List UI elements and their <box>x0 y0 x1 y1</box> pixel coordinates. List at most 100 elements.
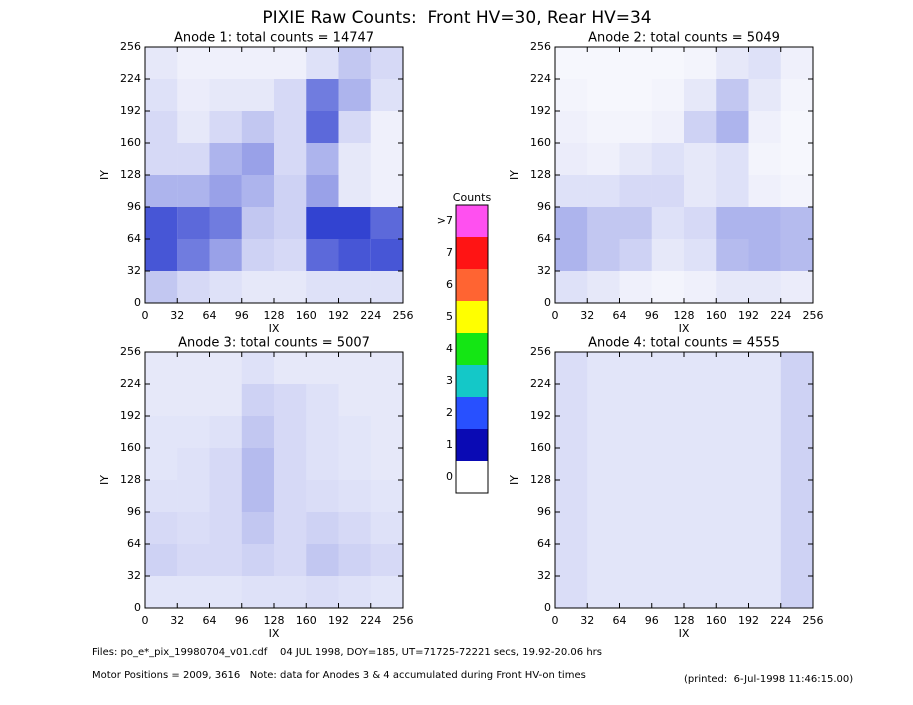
density-cell <box>177 79 210 111</box>
density-cell <box>274 576 307 608</box>
density-cell <box>370 480 403 512</box>
y-tick-label: 256 <box>120 345 141 358</box>
density-cell <box>555 448 588 480</box>
x-tick-label: 32 <box>580 614 594 627</box>
density-cell <box>651 239 684 271</box>
density-cell <box>241 448 274 480</box>
y-tick-label: 64 <box>537 232 551 245</box>
x-axis-label: IX <box>679 322 690 335</box>
y-tick-label: 32 <box>537 264 551 277</box>
colorbar-label: 7 <box>446 246 453 259</box>
density-cell <box>338 47 371 79</box>
density-cell <box>684 239 717 271</box>
x-tick-label: 64 <box>203 614 217 627</box>
y-tick-label: 0 <box>544 601 551 614</box>
density-cell <box>145 448 178 480</box>
x-tick-label: 224 <box>360 309 381 322</box>
colorbar-label: 4 <box>446 342 453 355</box>
density-cell <box>555 271 588 303</box>
y-tick-label: 64 <box>127 232 141 245</box>
density-cell <box>780 271 813 303</box>
density-cell <box>619 175 652 207</box>
density-cell <box>306 175 339 207</box>
density-cell <box>274 207 307 239</box>
density-cell <box>555 207 588 239</box>
density-cell <box>370 239 403 271</box>
density-cell <box>780 207 813 239</box>
y-tick-label: 160 <box>530 136 551 149</box>
density-cell <box>177 384 210 416</box>
x-tick-label: 0 <box>142 309 149 322</box>
density-cell <box>338 239 371 271</box>
density-cell <box>716 111 749 143</box>
x-tick-label: 160 <box>706 309 727 322</box>
density-cell <box>587 271 620 303</box>
density-cell <box>619 480 652 512</box>
density-cell <box>555 512 588 544</box>
colorbar-label: 5 <box>446 310 453 323</box>
density-cell <box>555 175 588 207</box>
density-cell <box>716 512 749 544</box>
density-cell <box>145 544 178 576</box>
density-cell <box>684 271 717 303</box>
density-cell <box>177 576 210 608</box>
page-title: PIXIE Raw Counts: Front HV=30, Rear HV=3… <box>262 8 651 28</box>
density-cell <box>209 384 242 416</box>
x-tick-label: 192 <box>328 309 349 322</box>
density-cell <box>555 544 588 576</box>
density-cell <box>555 47 587 79</box>
density-cell <box>619 207 652 239</box>
density-cell <box>306 239 339 271</box>
y-tick-label: 256 <box>530 40 551 53</box>
x-tick-label: 0 <box>552 614 559 627</box>
density-cell <box>145 111 178 143</box>
density-cell <box>177 271 210 303</box>
density-cell <box>587 480 620 512</box>
density-cell <box>145 207 178 239</box>
density-cell <box>748 576 781 608</box>
colorbar-swatch <box>456 365 488 397</box>
density-cell <box>338 175 371 207</box>
density-cell <box>555 143 588 175</box>
density-cell <box>780 544 813 576</box>
density-cell <box>145 175 178 207</box>
density-cell <box>241 175 274 207</box>
density-cell <box>209 79 242 111</box>
x-tick-label: 160 <box>706 614 727 627</box>
density-cell <box>651 111 684 143</box>
density-cell <box>716 544 749 576</box>
density-cell <box>619 512 652 544</box>
density-cell <box>651 544 684 576</box>
density-cell <box>274 416 307 448</box>
density-cell <box>306 416 339 448</box>
y-tick-label: 192 <box>120 104 141 117</box>
y-axis-label: IY <box>98 475 111 485</box>
density-cell <box>651 79 684 111</box>
density-cell <box>619 111 652 143</box>
density-cell <box>177 480 210 512</box>
density-cell <box>145 239 178 271</box>
x-tick-label: 256 <box>803 309 824 322</box>
density-cell <box>684 544 717 576</box>
y-tick-label: 96 <box>537 200 551 213</box>
density-cell <box>684 512 717 544</box>
density-cell <box>241 111 274 143</box>
density-cell <box>274 271 307 303</box>
density-cell <box>651 271 684 303</box>
density-cell <box>306 352 339 384</box>
density-cell <box>145 576 178 608</box>
density-cell <box>370 175 403 207</box>
y-tick-label: 160 <box>120 136 141 149</box>
y-tick-label: 128 <box>530 168 551 181</box>
density-cell <box>716 143 749 175</box>
density-cell <box>651 448 684 480</box>
density-cell <box>780 576 813 608</box>
density-cell <box>716 79 749 111</box>
x-tick-label: 256 <box>803 614 824 627</box>
x-tick-label: 128 <box>674 614 695 627</box>
x-tick-label: 96 <box>235 614 249 627</box>
colorbar-label: 0 <box>446 470 453 483</box>
density-cell <box>716 576 749 608</box>
density-cell <box>748 448 781 480</box>
density-cell <box>748 47 781 79</box>
